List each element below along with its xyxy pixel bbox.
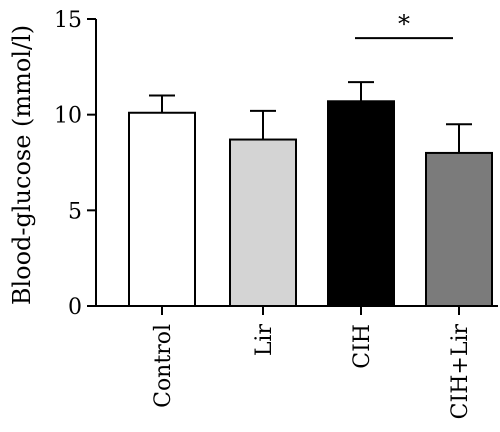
y-tick-label-1: 5 [68, 199, 82, 224]
x-tick-label-1: Lir [252, 324, 277, 357]
y-tick-label-0: 0 [68, 295, 82, 320]
y-axis-label: Blood-glucose (mmol/l) [8, 25, 36, 305]
y-tick-label-2: 10 [54, 104, 82, 129]
bar-control [128, 111, 196, 308]
x-tick-label-2: CIH [350, 324, 375, 369]
bar-lir [229, 138, 297, 307]
bar-cih [327, 100, 395, 307]
y-tick-label-3: 15 [54, 8, 82, 33]
x-tick-label-0: Control [151, 324, 176, 408]
bars-group [128, 81, 493, 308]
axes-group: 0 5 10 15 Control Lir CIH CIH+Lir * [54, 8, 498, 419]
x-tick-label-3: CIH+Lir [448, 324, 473, 420]
significance-marker-0: * [398, 10, 410, 38]
bar-cih-lir [425, 151, 493, 307]
